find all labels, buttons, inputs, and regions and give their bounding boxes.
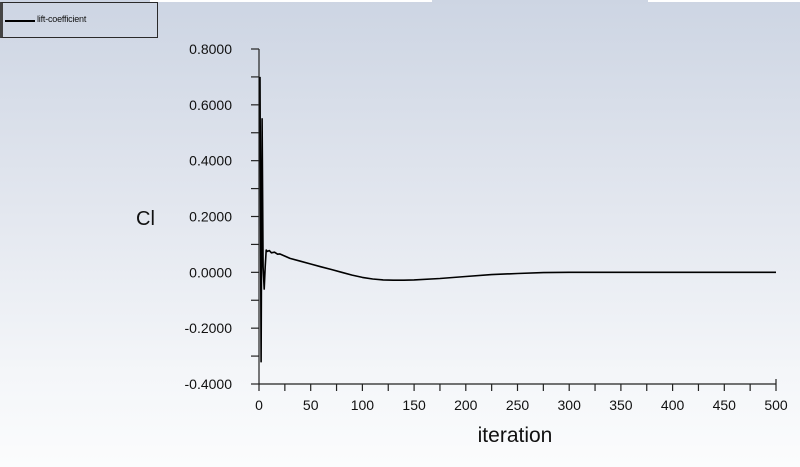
x-tick-label: 250 [506,397,530,413]
legend-label-lift-coefficient: lift-coefficient [37,14,87,24]
y-tick-label: 0.6000 [189,97,232,113]
legend-line-sample [5,20,35,22]
x-tick-label: 200 [454,397,478,413]
x-tick-label: 500 [764,397,788,413]
y-axis-title: Cl [136,208,155,230]
x-tick-label: 450 [713,397,737,413]
y-tick-label: -0.4000 [185,376,233,392]
top-edge-strip-right [648,0,800,2]
y-tick-label: 0.8000 [189,41,232,57]
x-tick-label: 150 [402,397,426,413]
x-tick-label: 300 [558,397,582,413]
y-tick-label: 0.2000 [189,209,232,225]
x-tick-label: 100 [351,397,375,413]
x-tick-label: 50 [303,397,319,413]
x-tick-label: 0 [255,397,263,413]
x-axis-title: iteration [478,424,553,447]
legend-box: lift-coefficient [0,2,158,38]
axes: 0.8000 0.6000 0.4000 0.2000 0.0000 -0.2000 -0.… [185,41,788,413]
y-tick-label: 0.4000 [189,153,232,169]
x-tick-label: 400 [661,397,685,413]
lift-coefficient-line [259,76,776,363]
y-tick-label: 0.0000 [189,264,232,280]
y-tick-label: -0.2000 [185,320,233,336]
x-tick-label: 350 [609,397,633,413]
top-edge-strip-left [150,0,432,2]
